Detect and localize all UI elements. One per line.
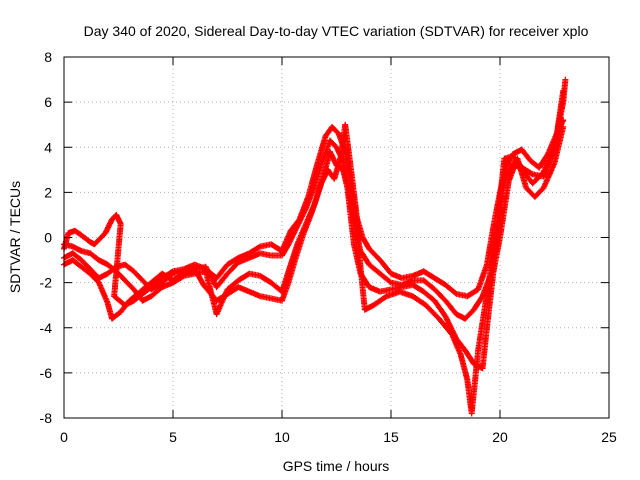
y-tick-label: 8 [44, 49, 52, 65]
y-tick-label: -4 [40, 320, 53, 336]
y-tick-label: -2 [40, 275, 53, 291]
y-tick-label: -8 [40, 410, 53, 426]
y-tick-label: -6 [40, 365, 53, 381]
y-tick-label: 6 [44, 94, 52, 110]
y-tick-label: 2 [44, 184, 52, 200]
y-tick-label: 0 [44, 230, 52, 246]
x-tick-label: 25 [601, 429, 617, 445]
chart-title: Day 340 of 2020, Sidereal Day-to-day VTE… [84, 23, 589, 39]
x-tick-label: 15 [383, 429, 399, 445]
y-tick-label: 4 [44, 139, 52, 155]
x-tick-label: 10 [274, 429, 290, 445]
x-tick-label: 0 [60, 429, 68, 445]
grid [64, 57, 609, 418]
x-tick-label: 20 [492, 429, 508, 445]
x-axis-label: GPS time / hours [283, 458, 390, 474]
data-points [61, 76, 569, 417]
x-tick-label: 5 [169, 429, 177, 445]
y-axis-label: SDTVAR / TECUs [7, 181, 23, 293]
